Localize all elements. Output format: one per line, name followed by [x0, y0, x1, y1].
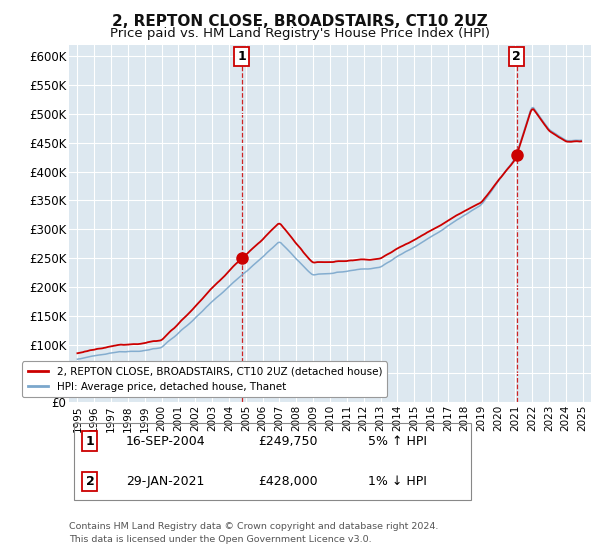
Text: 16-SEP-2004: 16-SEP-2004	[126, 435, 205, 447]
Legend: 2, REPTON CLOSE, BROADSTAIRS, CT10 2UZ (detached house), HPI: Average price, det: 2, REPTON CLOSE, BROADSTAIRS, CT10 2UZ (…	[22, 361, 388, 397]
Text: 2, REPTON CLOSE, BROADSTAIRS, CT10 2UZ: 2, REPTON CLOSE, BROADSTAIRS, CT10 2UZ	[112, 14, 488, 29]
Text: 1: 1	[86, 435, 94, 447]
Text: Contains HM Land Registry data © Crown copyright and database right 2024.
This d: Contains HM Land Registry data © Crown c…	[69, 522, 439, 544]
Text: 29-JAN-2021: 29-JAN-2021	[127, 475, 205, 488]
Text: 2: 2	[512, 50, 521, 63]
Text: 1% ↓ HPI: 1% ↓ HPI	[368, 475, 427, 488]
Text: £428,000: £428,000	[259, 475, 318, 488]
Text: 5% ↑ HPI: 5% ↑ HPI	[368, 435, 427, 447]
Text: 1: 1	[237, 50, 246, 63]
Text: 2: 2	[86, 475, 94, 488]
Text: £249,750: £249,750	[259, 435, 318, 447]
Text: Price paid vs. HM Land Registry's House Price Index (HPI): Price paid vs. HM Land Registry's House …	[110, 27, 490, 40]
